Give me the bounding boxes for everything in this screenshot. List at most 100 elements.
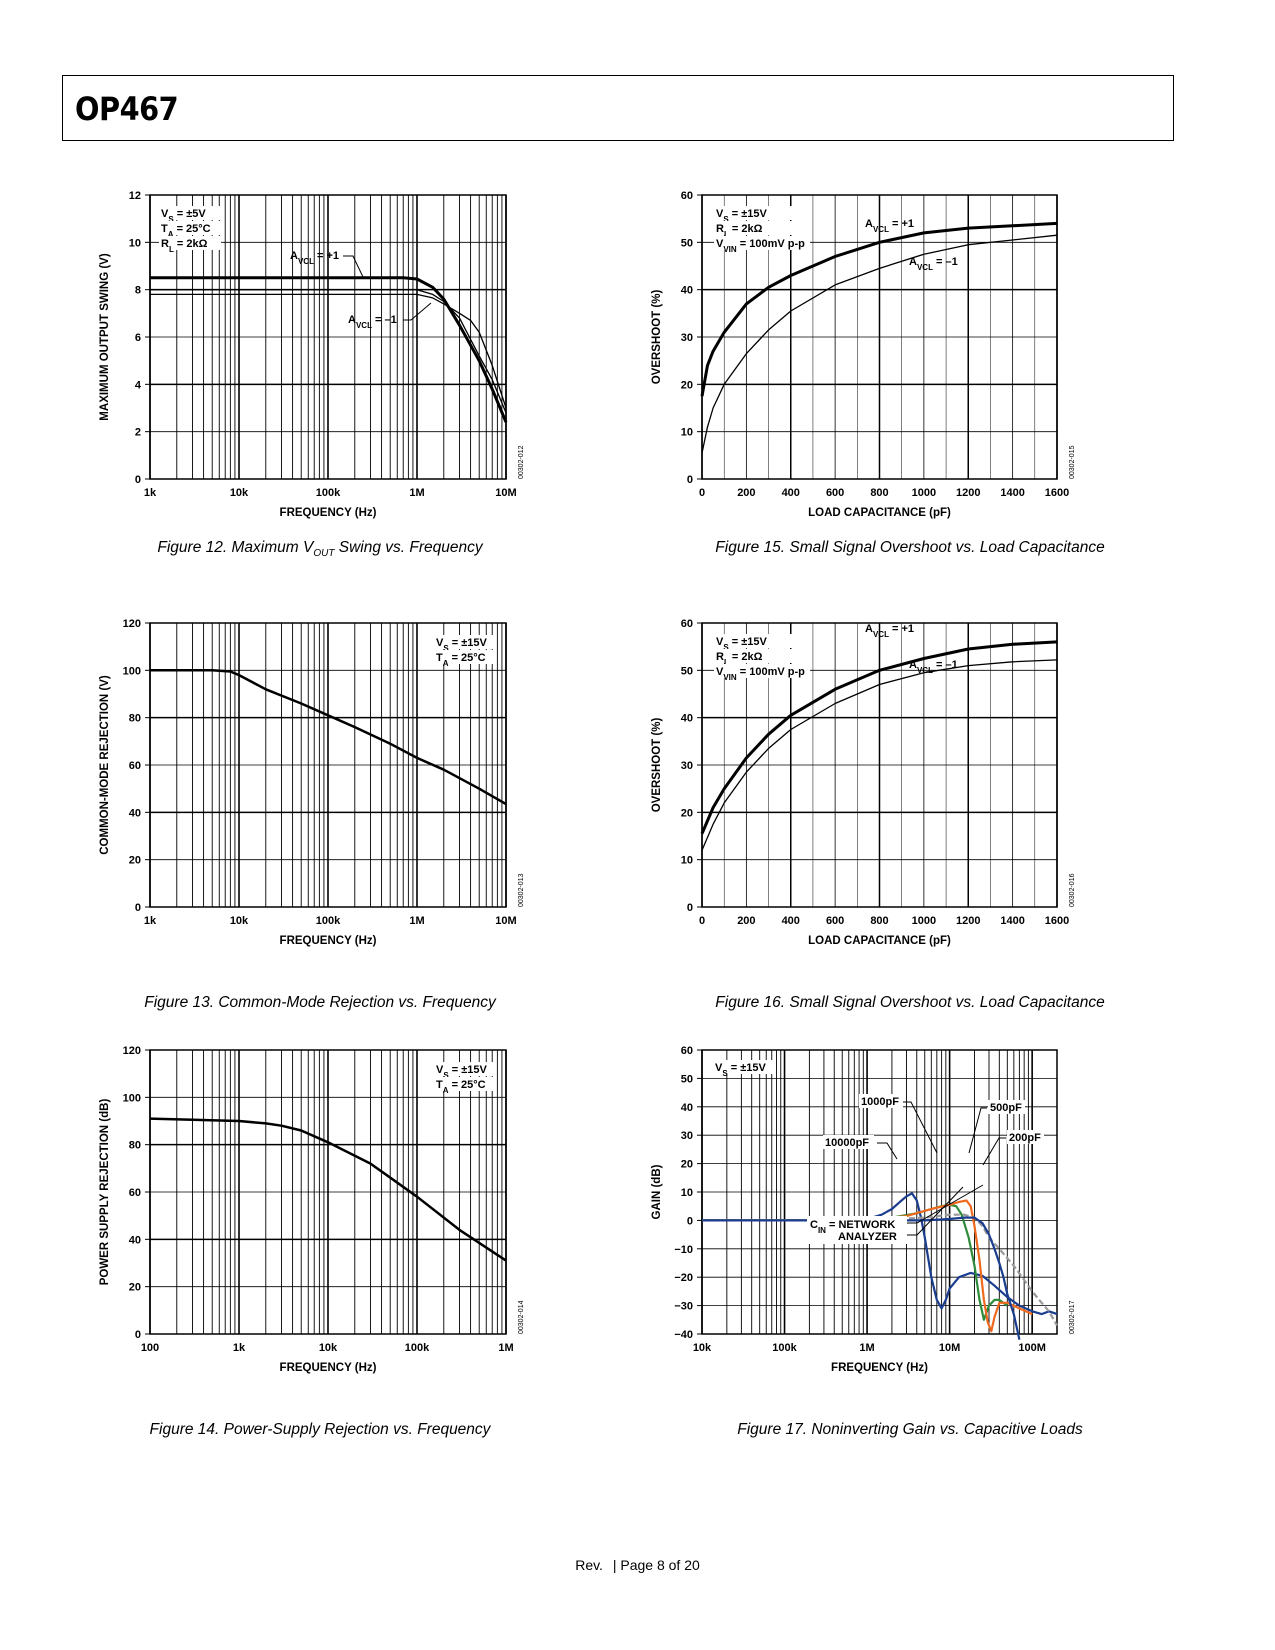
condition-label: VS = ±15V (716, 208, 767, 224)
y-tick-label: 20 (129, 1282, 141, 1294)
condition-label: VVIN = 100mV p-p (716, 238, 805, 254)
annotation-1000pf-bg (859, 1094, 903, 1108)
x-tick-label: 1M (409, 487, 424, 499)
series-line (702, 1192, 1058, 1316)
condition-label: TA = 25°C (161, 223, 211, 239)
y-tick-label: 0 (687, 1215, 693, 1227)
series-label-avcl-plus1: AVCL = +1 (865, 218, 914, 234)
x-tick-label: 1400 (1000, 487, 1024, 499)
series-label-avcl-plus1: AVCL = +1 (865, 623, 914, 639)
y-tick-label: 10 (681, 427, 693, 439)
series-line (701, 234, 1058, 454)
y-tick-label: 60 (129, 1187, 141, 1199)
plot-frame (149, 1049, 507, 1335)
footer-rev: Rev. (575, 1557, 603, 1573)
y-tick-label: 40 (129, 807, 141, 819)
series-line (150, 669, 507, 806)
y-tick-label: 4 (135, 379, 142, 391)
x-axis-label: FREQUENCY (Hz) (280, 935, 377, 947)
x-tick-label: 1M (409, 915, 424, 927)
y-tick-label: 30 (681, 1130, 693, 1142)
y-tick-label: 0 (687, 474, 693, 486)
x-tick-label: 100 (141, 1342, 159, 1354)
x-tick-label: 10M (495, 915, 516, 927)
y-tick-label: −10 (674, 1244, 693, 1256)
condition-label: VS = ±5V (161, 208, 206, 224)
x-tick-label: 1400 (1000, 915, 1024, 927)
annotation-cin-line2: ANALYZER (838, 1231, 897, 1243)
figure-code: 00302-015 (1069, 445, 1076, 479)
leader-line (343, 255, 364, 278)
figure-13-chart: 1k 10k 100k 1M 10M 0 20 40 60 80 100 120 FREQUENCY (… (99, 618, 525, 947)
condition-bg (434, 650, 496, 664)
y-tick-label: 30 (681, 332, 693, 344)
x-tick-label: 0 (699, 915, 705, 927)
x-tick-label: 800 (870, 915, 888, 927)
condition-label: VS = ±15V (436, 637, 487, 653)
figure-12-chart: 1k 10k 100k 1M 10M 0 2 4 6 8 10 12 FREQUENCY (Hz) MAX… (99, 190, 525, 519)
condition-label: RL = 2kΩ (716, 223, 763, 239)
x-tick-label: 600 (826, 487, 844, 499)
y-tick-label: 100 (123, 665, 141, 677)
x-tick-label: 1600 (1045, 487, 1069, 499)
x-tick-label: 100k (772, 1342, 797, 1354)
figure-16-panel: 0 200 400 600 800 1000 1200 1400 1600 0 10 20 30 40 50… (651, 608, 1225, 1008)
condition-bg (434, 635, 496, 649)
y-tick-label: 0 (135, 474, 141, 486)
annotation-500pf-bg (988, 1100, 1025, 1114)
condition-label: VS = ±15V (436, 1064, 487, 1080)
figure-15-panel: 0 200 400 600 800 1000 1200 1400 1600 0 10 20 30 40 50… (651, 180, 1225, 580)
condition-bg (713, 1060, 775, 1074)
x-tick-label: 10k (693, 1342, 712, 1354)
x-tick-label: 1k (144, 915, 157, 927)
leader-line (877, 1142, 898, 1160)
figure-code: 00302-013 (518, 873, 525, 907)
figure-17-chart: 10k 100k 1M 10M 100M −40 −30 −20 −10 0 10 20 30 40 50 6… (651, 1045, 1076, 1374)
condition-label: TA = 25°C (436, 652, 486, 668)
figure-13-panel: 1k 10k 100k 1M 10M 0 20 40 60 80 100 120 FREQUENCY (… (95, 608, 655, 1008)
figure-17-panel: 10k 100k 1M 10M 100M −40 −30 −20 −10 0 10 20 30 40 50 6… (651, 1035, 1225, 1435)
x-tick-label: 1200 (956, 915, 980, 927)
annotation-1000pf: 1000pF (861, 1096, 899, 1108)
y-tick-label: 20 (681, 807, 693, 819)
condition-bg (434, 1062, 496, 1076)
x-tick-label: 10M (939, 1342, 960, 1354)
gridlines (145, 1049, 507, 1335)
y-tick-label: 60 (681, 1045, 693, 1057)
annotation-cin-bg (807, 1216, 907, 1244)
condition-bg (714, 206, 810, 220)
y-tick-label: −40 (674, 1329, 693, 1341)
gridlines (145, 622, 507, 908)
x-axis-label: FREQUENCY (Hz) (280, 507, 377, 519)
x-tick-label: 10M (495, 487, 516, 499)
y-tick-label: 120 (123, 618, 141, 630)
y-tick-label: 60 (129, 760, 141, 772)
x-tick-label: 1000 (912, 487, 936, 499)
y-tick-label: 2 (135, 427, 141, 439)
y-tick-label: 10 (681, 1187, 693, 1199)
leader-line (982, 1137, 1006, 1166)
condition-bg (714, 649, 810, 663)
figure-12-caption: Figure 12. Maximum VOUT Swing vs. Freque… (157, 539, 483, 560)
condition-label: TA = 25°C (436, 1079, 486, 1095)
annotation-500pf: 500pF (990, 1102, 1022, 1114)
page-title: OP467 (75, 90, 179, 128)
x-tick-label: 1M (498, 1342, 513, 1354)
y-tick-label: 0 (135, 1329, 141, 1341)
leader-line (403, 302, 432, 321)
y-tick-label: 40 (129, 1234, 141, 1246)
y-tick-label: 0 (135, 902, 141, 914)
y-tick-label: 50 (681, 237, 693, 249)
figure-code: 00302-017 (1069, 1300, 1076, 1334)
y-tick-label: 30 (681, 760, 693, 772)
series-group (702, 1192, 1058, 1340)
y-tick-label: 60 (681, 190, 693, 202)
y-tick-label: 10 (681, 855, 693, 867)
y-tick-label: 80 (129, 713, 141, 725)
condition-bg (714, 634, 810, 648)
x-axis-label: LOAD CAPACITANCE (pF) (808, 935, 951, 947)
y-tick-label: 40 (681, 713, 693, 725)
x-tick-label: 100k (316, 915, 341, 927)
figure-code: 00302-012 (518, 445, 525, 479)
x-tick-label: 1200 (956, 487, 980, 499)
